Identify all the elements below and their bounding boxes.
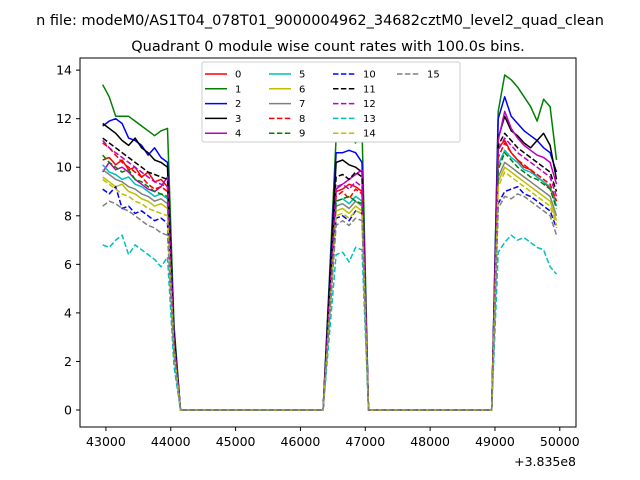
x-tick-label: 43000 — [86, 434, 126, 449]
y-tick-label: 8 — [64, 208, 72, 223]
x-tick-label: 50000 — [540, 434, 580, 449]
x-offset-label: +3.835e8 — [514, 454, 576, 469]
legend-label-6: 6 — [299, 84, 305, 95]
x-axis: 43000 44000 45000 46000 47000 48000 49000 50000 — [86, 427, 580, 449]
plot-frame — [79, 57, 577, 428]
x-tick-label: 44000 — [151, 434, 191, 449]
legend-label-14: 14 — [363, 129, 376, 140]
legend-label-7: 7 — [299, 99, 305, 110]
y-tick-label: 10 — [56, 160, 72, 175]
legend-label-8: 8 — [299, 114, 305, 125]
series-line-15 — [102, 193, 558, 411]
legend-label-9: 9 — [299, 129, 305, 140]
figure-suptitle: n file: modeM0/AS1T04_078T01_9000004962_… — [36, 13, 604, 29]
legend-label-13: 13 — [363, 114, 376, 125]
legend-label-11: 11 — [363, 84, 376, 95]
legend-label-1: 1 — [235, 84, 241, 95]
y-tick-label: 2 — [64, 354, 72, 369]
legend-label-3: 3 — [235, 114, 241, 125]
legend-label-0: 0 — [235, 70, 241, 81]
y-tick-label: 0 — [64, 403, 72, 418]
x-tick-label: 46000 — [281, 434, 321, 449]
legend-label-10: 10 — [363, 70, 376, 81]
x-tick-label: 47000 — [345, 434, 385, 449]
legend-label-2: 2 — [235, 99, 241, 110]
series-layer — [102, 74, 558, 411]
y-tick-label: 12 — [56, 111, 72, 126]
x-tick-label: 48000 — [410, 434, 450, 449]
x-tick-label: 49000 — [475, 434, 515, 449]
legend-label-12: 12 — [363, 99, 376, 110]
y-tick-label: 14 — [56, 63, 72, 78]
legend-label-15: 15 — [427, 70, 440, 81]
legend-frame — [201, 61, 461, 143]
legend-label-4: 4 — [235, 129, 241, 140]
legend-label-5: 5 — [299, 70, 305, 81]
y-tick-label: 6 — [64, 257, 72, 272]
y-axis: 0 2 4 6 8 10 12 14 — [56, 63, 80, 418]
chart-title: Quadrant 0 module wise count rates with … — [131, 39, 525, 55]
x-tick-label: 45000 — [216, 434, 256, 449]
y-tick-label: 4 — [64, 305, 72, 320]
